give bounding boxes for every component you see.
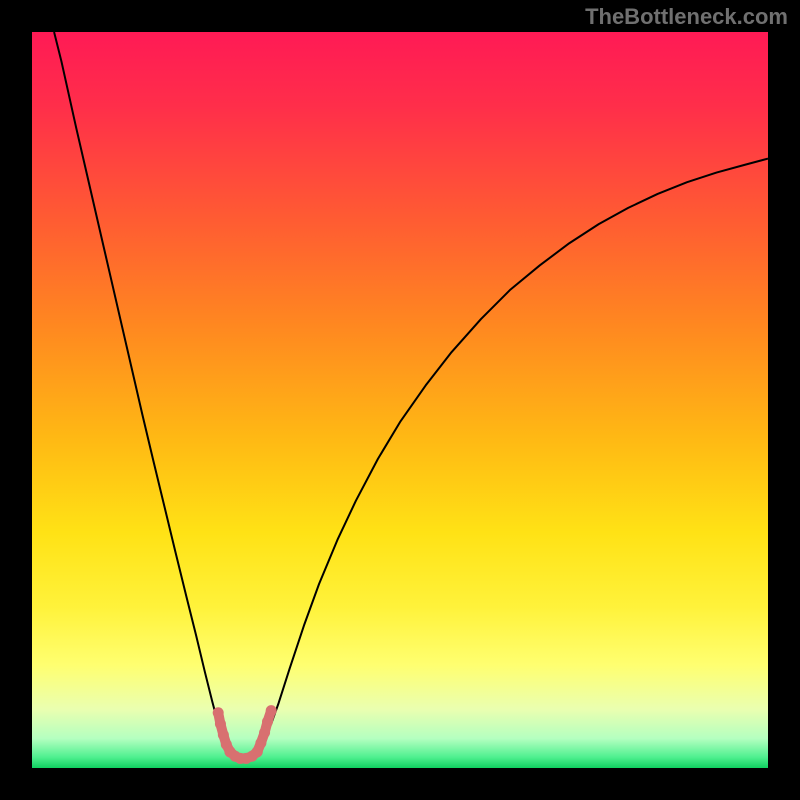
marker-dot bbox=[266, 705, 277, 716]
gradient-background bbox=[32, 32, 768, 768]
bottleneck-chart: TheBottleneck.com bbox=[0, 0, 800, 800]
chart-svg bbox=[32, 32, 768, 768]
marker-dot bbox=[218, 729, 229, 740]
marker-dot bbox=[255, 737, 266, 748]
marker-dot bbox=[262, 716, 273, 727]
marker-dot bbox=[215, 718, 226, 729]
marker-dot bbox=[259, 727, 270, 738]
marker-dot bbox=[213, 707, 224, 718]
plot-area bbox=[32, 32, 768, 768]
watermark-label: TheBottleneck.com bbox=[585, 4, 788, 30]
